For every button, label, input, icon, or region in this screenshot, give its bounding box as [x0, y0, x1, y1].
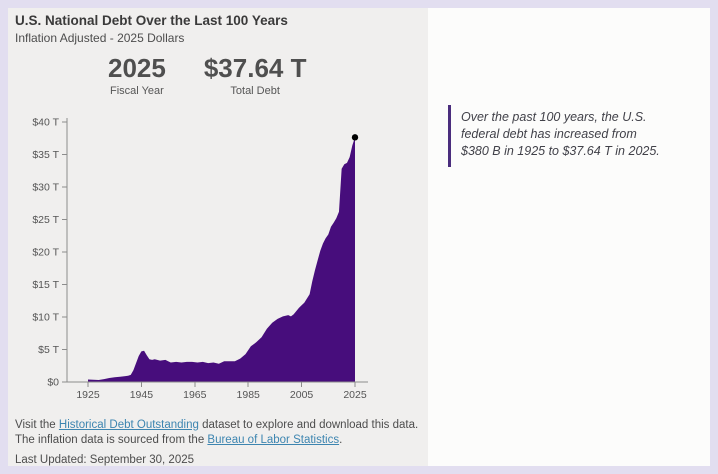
footer-link[interactable]: Bureau of Labor Statistics [207, 434, 340, 446]
chart-panel: U.S. National Debt Over the Last 100 Yea… [8, 8, 428, 466]
chart-area[interactable]: $0 $5 T $10 T $15 T $20 T $25 T $30 T $35 T $40 … [25, 105, 395, 405]
debt-area-series[interactable] [88, 137, 355, 382]
y-tick-label: $30 T [32, 182, 59, 194]
x-tick-label: 2025 [343, 389, 367, 401]
fiscal-year-stat: 2025 Fiscal Year [108, 54, 166, 97]
last-updated: Last Updated: September 30, 2025 [15, 454, 195, 466]
fiscal-year-value: 2025 [108, 53, 166, 83]
footer-link[interactable]: Historical Debt Outstanding [58, 419, 199, 431]
y-tick-label: $20 T [32, 247, 59, 259]
y-tick-label: $15 T [32, 279, 59, 291]
annotation-accent-bar [448, 105, 451, 167]
stats-row: 2025 Fiscal Year $37.64 T Total Debt [108, 54, 306, 97]
fiscal-year-label: Fiscal Year [110, 85, 164, 97]
y-tick-label: $35 T [32, 149, 59, 161]
total-debt-value: $37.64 T [203, 53, 307, 83]
x-tick-label: 1985 [237, 389, 261, 401]
y-tick-label: $25 T [32, 214, 59, 226]
x-tick-label: 1945 [130, 389, 154, 401]
x-tick-label: 1965 [183, 389, 207, 401]
latest-value-dot[interactable] [351, 134, 359, 141]
footer-middle: dataset to explore and download this dat… [15, 419, 419, 446]
total-debt-label: Total Debt [230, 85, 280, 97]
y-tick-label: $0 [47, 377, 59, 389]
debt-area-chart[interactable]: $0 $5 T $10 T $15 T $20 T $25 T $30 T $35 T $40 … [25, 105, 395, 405]
total-debt-stat: $37.64 T Total Debt [204, 54, 307, 97]
annotation-line: federal debt has increased from [461, 127, 637, 141]
x-tick-label: 1925 [76, 389, 100, 401]
y-tick-label: $40 T [32, 117, 59, 129]
footer-suffix: . [339, 434, 343, 446]
footer-text: Visit the Historical Debt Outstanding da… [15, 418, 419, 448]
x-tick-label: 2005 [290, 389, 314, 401]
annotation-panel: Over the past 100 years, the U.S. federa… [428, 8, 710, 466]
annotation-line: $380 B in 1925 to $37.64 T in 2025. [461, 144, 660, 158]
dashboard-card: U.S. National Debt Over the Last 100 Yea… [8, 8, 710, 466]
footer-prefix: Visit the [15, 419, 59, 431]
annotation-block: Over the past 100 years, the U.S. federa… [448, 105, 660, 167]
page-subtitle: Inflation Adjusted - 2025 Dollars [15, 31, 185, 45]
y-tick-label: $5 T [38, 344, 59, 356]
y-tick-label: $10 T [32, 312, 59, 324]
annotation-line: Over the past 100 years, the U.S. [461, 110, 647, 124]
annotation-text: Over the past 100 years, the U.S. federa… [461, 105, 660, 167]
page-title: U.S. National Debt Over the Last 100 Yea… [15, 13, 288, 28]
